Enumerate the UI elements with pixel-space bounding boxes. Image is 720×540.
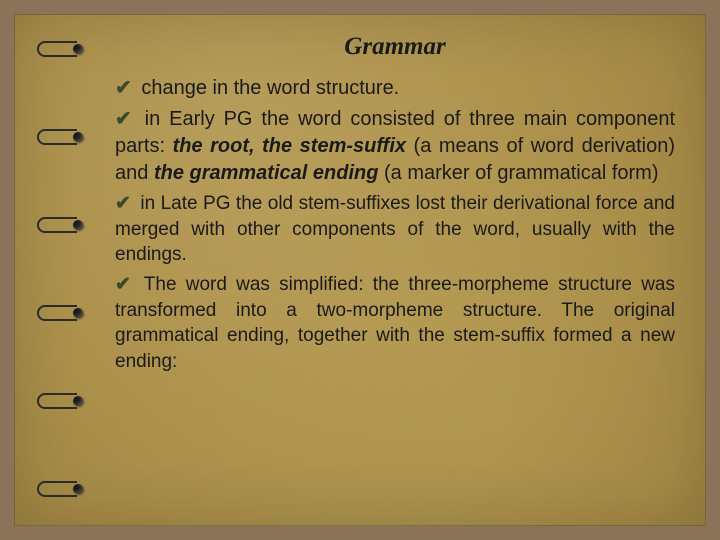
slide-frame: Grammar ✔ change in the word structure.✔… <box>0 0 720 540</box>
check-icon: ✔ <box>115 191 131 217</box>
ring-icon <box>37 127 81 149</box>
slide-title: Grammar <box>115 33 675 61</box>
ring-icon <box>37 39 81 61</box>
spiral-rings <box>37 39 81 501</box>
bullet-item: ✔ The word was simplified: the three-mor… <box>115 272 675 375</box>
bullet-item: ✔ in Early PG the word consisted of thre… <box>115 106 675 187</box>
bullet-item: ✔ in Late PG the old stem-suffixes lost … <box>115 191 675 268</box>
text-run: The word was simplified: the three-morph… <box>115 274 675 372</box>
paper-background: Grammar ✔ change in the word structure.✔… <box>14 14 706 526</box>
ring-icon <box>37 215 81 237</box>
text-run: change in the word structure. <box>136 77 399 99</box>
check-icon: ✔ <box>115 106 132 133</box>
ring-icon <box>37 303 81 325</box>
bullet-item: ✔ change in the word structure. <box>115 75 675 102</box>
slide-body: ✔ change in the word structure. ✔ in Earl… <box>115 75 675 374</box>
text-run: (a marker of grammatical form) <box>378 162 658 184</box>
text-run: the grammatical ending <box>154 162 379 184</box>
text-run: the root, the stem-suffix <box>173 135 406 157</box>
check-icon: ✔ <box>115 272 131 298</box>
check-icon: ✔ <box>115 75 132 102</box>
ring-icon <box>37 479 81 501</box>
text-run: in Late PG the old stem-suffixes lost th… <box>115 193 675 265</box>
ring-icon <box>37 391 81 413</box>
